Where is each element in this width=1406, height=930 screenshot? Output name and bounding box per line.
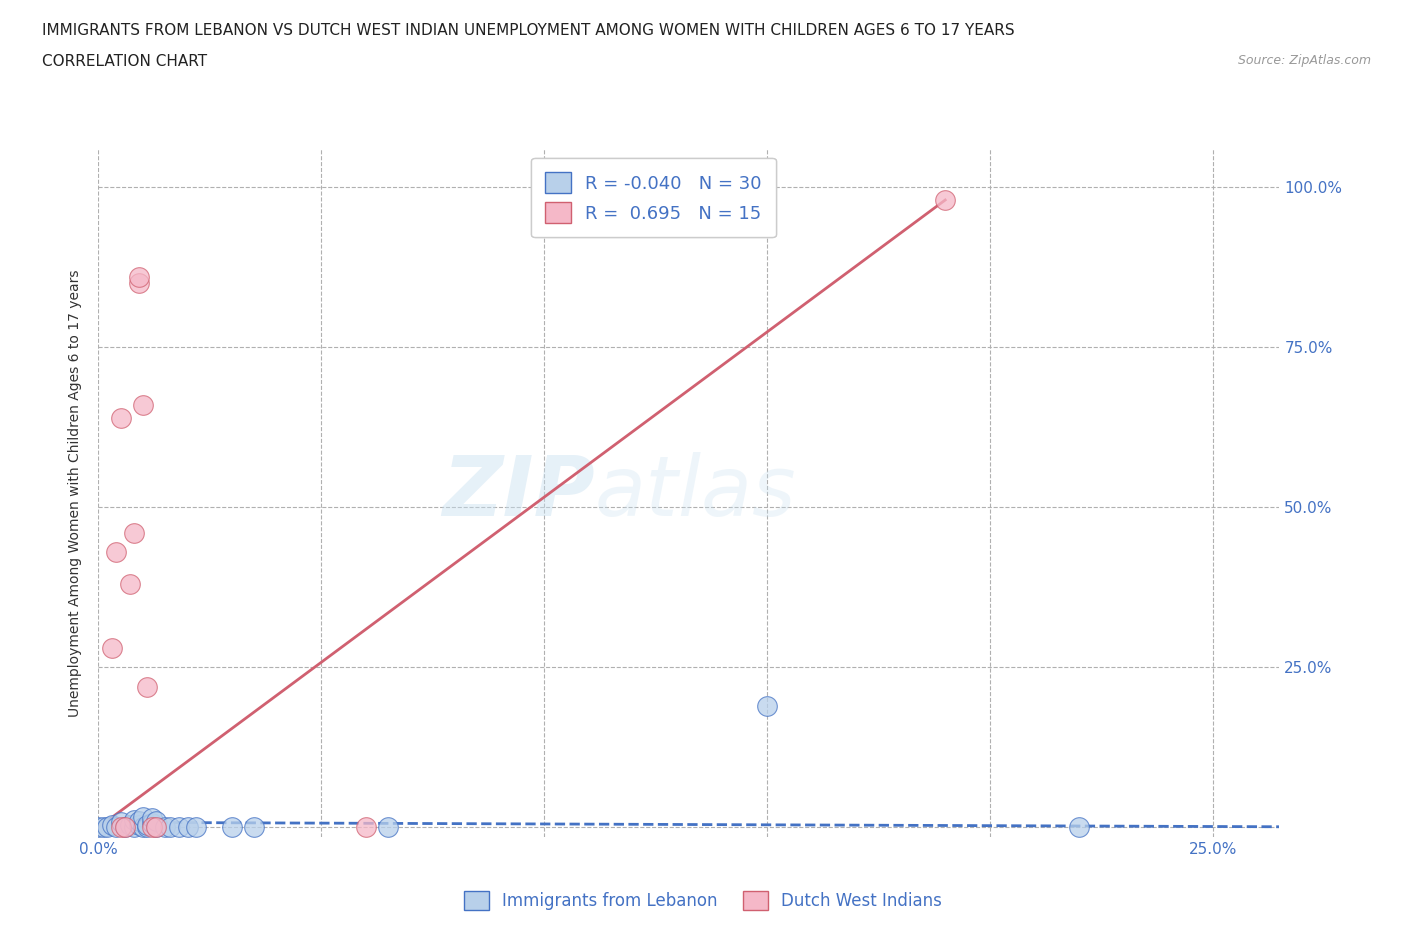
Point [96,820,118,835]
Point [105,820,128,835]
Point [243,820,266,835]
Point [377,820,399,835]
Point [145,820,167,835]
Point [141,816,163,830]
Point [755,698,778,713]
Point [118,577,141,591]
Text: ZIP: ZIP [441,452,595,534]
Point [221,820,243,835]
Point [114,820,136,835]
Point [934,193,956,207]
Text: atlas: atlas [595,452,796,534]
Point [122,525,145,540]
Text: Source: ZipAtlas.com: Source: ZipAtlas.com [1237,54,1371,67]
Point [136,820,159,835]
Point [186,820,208,835]
Text: CORRELATION CHART: CORRELATION CHART [42,54,207,69]
Legend: Immigrants from Lebanon, Dutch West Indians: Immigrants from Lebanon, Dutch West Indi… [457,884,949,917]
Point [128,270,150,285]
Text: IMMIGRANTS FROM LEBANON VS DUTCH WEST INDIAN UNEMPLOYMENT AMONG WOMEN WITH CHILD: IMMIGRANTS FROM LEBANON VS DUTCH WEST IN… [42,23,1015,38]
Point [110,410,132,425]
Point [128,814,150,829]
Point [87,820,110,835]
Point [122,812,145,827]
Point [136,679,159,694]
Legend: R = -0.040   N = 30, R =  0.695   N = 15: R = -0.040 N = 30, R = 0.695 N = 15 [531,158,776,237]
Point [101,817,124,832]
Point [122,820,145,835]
Y-axis label: Unemployment Among Women with Children Ages 6 to 17 years: Unemployment Among Women with Children A… [69,269,83,717]
Point [155,820,177,835]
Point [110,820,132,835]
Point [128,276,150,291]
Point [110,815,132,830]
Point [141,811,163,826]
Point [145,814,167,829]
Point [132,810,155,825]
Point [1067,820,1090,835]
Point [114,820,136,835]
Point [132,397,155,412]
Point [91,820,114,835]
Point [128,817,150,832]
Point [105,545,128,560]
Point [132,820,155,835]
Point [167,820,190,835]
Point [176,820,198,835]
Point [145,820,167,835]
Point [118,817,141,832]
Point [141,820,163,835]
Point [159,820,181,835]
Point [101,641,124,656]
Point [354,820,377,835]
Point [136,817,159,832]
